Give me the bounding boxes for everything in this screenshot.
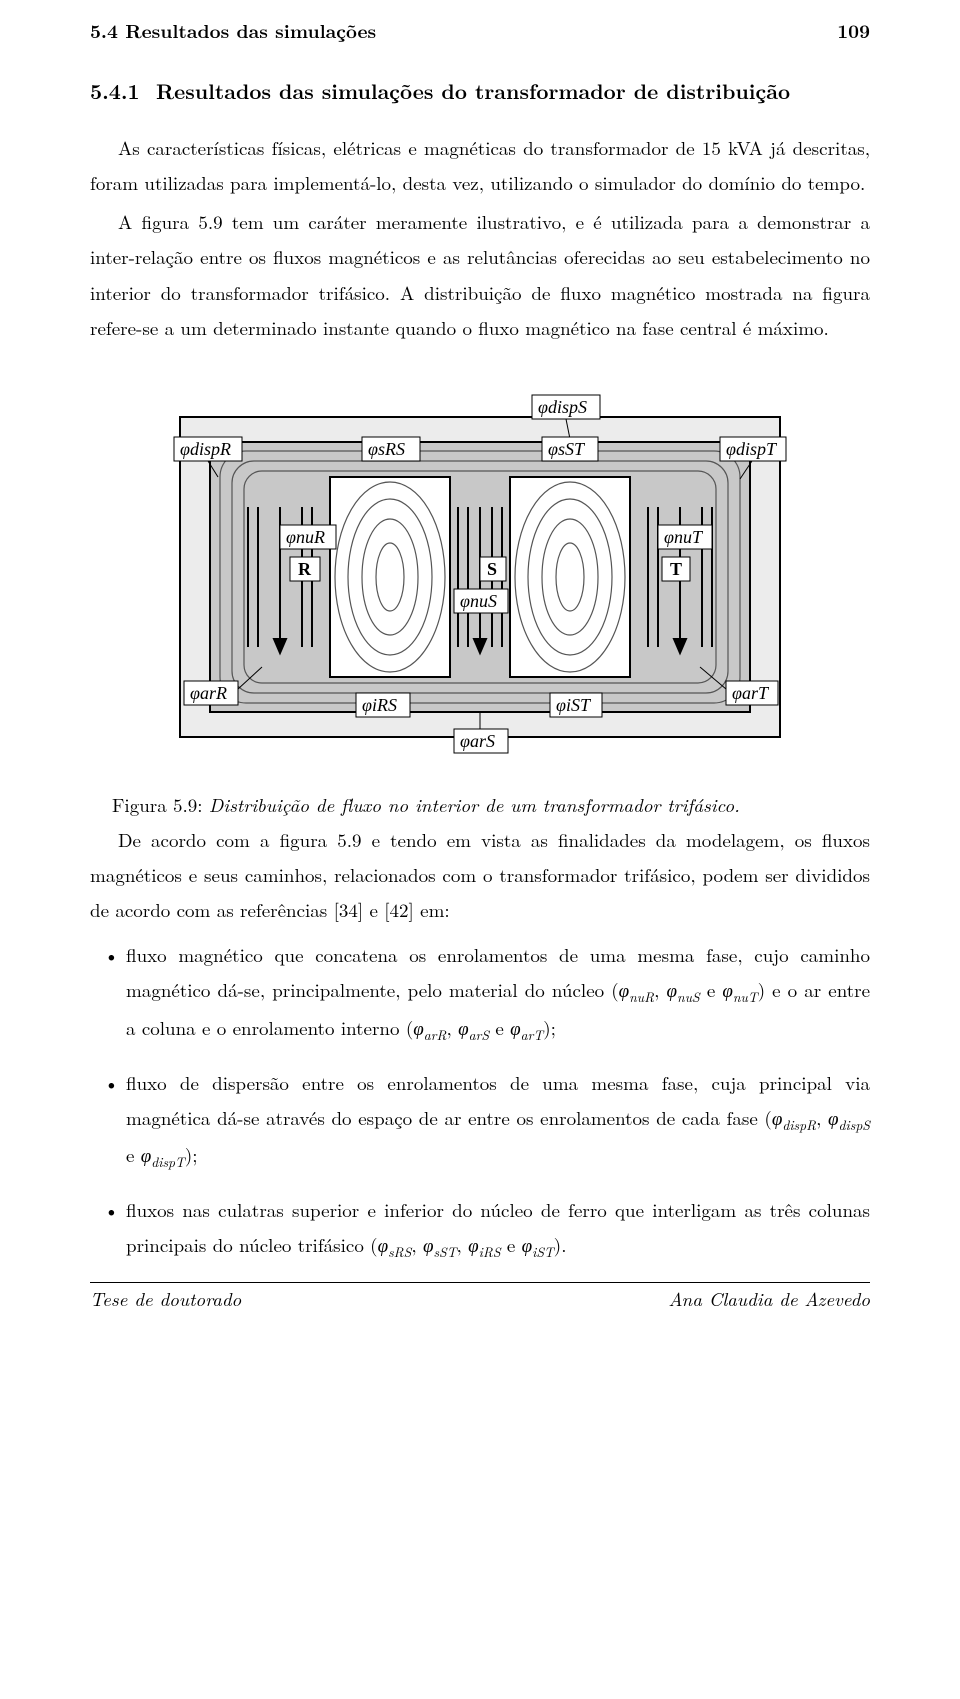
svg-text:R: R [298, 559, 312, 579]
running-head: 5.4 Resultados das simulações 109 [90, 16, 870, 44]
body-text-block: As características físicas, elétricas e … [90, 130, 870, 345]
running-head-right: 109 [837, 16, 870, 44]
svg-text:φarS: φarS [460, 731, 495, 751]
svg-text:φiRS: φiRS [362, 695, 397, 715]
paragraph-2: A figura 5.9 tem um caráter meramente il… [90, 204, 870, 345]
paragraph-3: De acordo com a figura 5.9 e tendo em vi… [90, 822, 870, 927]
transformer-flux-diagram: φdispS φdispR φsRS φsST φdispT φnuR [140, 367, 820, 787]
svg-text:φarR: φarR [190, 683, 227, 703]
bullet-2: fluxo de dispersão entre os enrolamentos… [90, 1065, 870, 1174]
svg-text:S: S [487, 559, 497, 579]
running-head-left: 5.4 Resultados das simulações [90, 16, 376, 44]
figure-caption: Figura 5.9: Distribuição de fluxo no int… [90, 791, 870, 818]
subsection-heading: 5.4.1 Resultados das simulações do trans… [90, 76, 870, 106]
svg-text:φnuR: φnuR [286, 527, 325, 547]
bullet-list: fluxo magnético que concatena os enrolam… [90, 937, 870, 1264]
svg-text:T: T [670, 559, 682, 579]
svg-text:φnuT: φnuT [664, 527, 704, 547]
paragraph-1: As características físicas, elétricas e … [90, 130, 870, 200]
svg-text:φnuS: φnuS [460, 591, 497, 611]
svg-text:φiST: φiST [556, 695, 592, 715]
figure-5-9: φdispS φdispR φsRS φsST φdispT φnuR [90, 367, 870, 818]
bullet-3: fluxos nas culatras superior e inferior … [90, 1192, 870, 1264]
subsection-title-text: Resultados das simulações do transformad… [156, 76, 870, 106]
footer: Tese de doutorado Ana Claudia de Azevedo [90, 1285, 870, 1320]
svg-text:φdispT: φdispT [726, 439, 778, 459]
footer-left: Tese de doutorado [90, 1285, 241, 1312]
svg-text:φsRS: φsRS [368, 439, 405, 459]
footer-right: Ana Claudia de Azevedo [668, 1285, 870, 1312]
page-container: 5.4 Resultados das simulações 109 5.4.1 … [0, 0, 960, 1330]
subsection-number: 5.4.1 [90, 76, 156, 106]
svg-text:φarT: φarT [732, 683, 770, 703]
footer-rule [90, 1282, 870, 1283]
caption-body: Distribuição de fluxo no interior de um … [209, 791, 740, 818]
body-text-block-2: De acordo com a figura 5.9 e tendo em vi… [90, 822, 870, 927]
caption-prefix: Figura 5.9: [112, 791, 209, 818]
svg-text:φsST: φsST [548, 439, 586, 459]
svg-text:φdispS: φdispS [538, 397, 587, 417]
svg-text:φdispR: φdispR [180, 439, 231, 459]
bullet-1: fluxo magnético que concatena os enrolam… [90, 937, 870, 1046]
